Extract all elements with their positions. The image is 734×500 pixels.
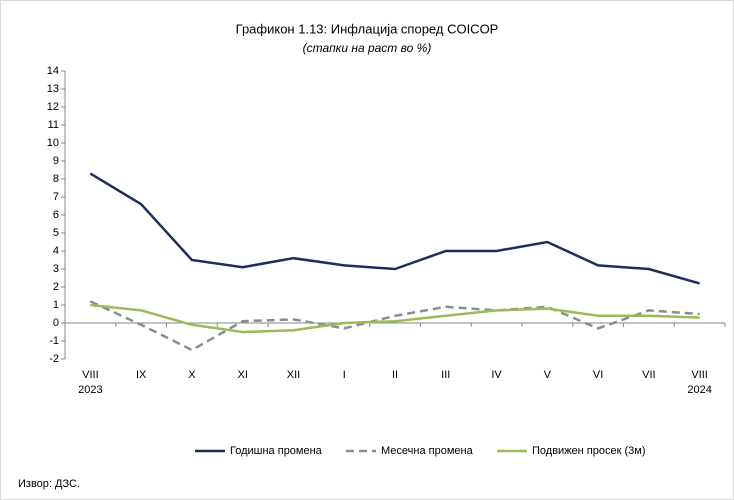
legend-label: Месечна промена	[381, 445, 474, 457]
x-tick-label: IV	[491, 369, 502, 381]
y-tick-label: 10	[47, 137, 59, 149]
legend-label: Подвижен просек (3м)	[532, 445, 645, 457]
chart-title: Графикон 1.13: Инфлација според COICOP	[236, 21, 499, 36]
x-tick-label: III	[441, 369, 450, 381]
x-tick-label: VIII 2023	[78, 369, 102, 396]
x-tick-label: V	[544, 369, 552, 381]
x-tick-label: IX	[136, 369, 147, 381]
series-line	[89, 172, 700, 285]
legend-label: Годишна промена	[230, 445, 323, 457]
y-tick-label: 5	[53, 227, 59, 239]
x-tick-label: VIII 2024	[687, 369, 711, 396]
y-tick-label: -2	[49, 353, 59, 365]
y-tick-label: 1	[53, 299, 59, 311]
y-tick-label: 3	[53, 263, 59, 275]
y-tick-label: 4	[53, 245, 59, 257]
source: Извор: ДЗС.	[18, 478, 80, 490]
x-tick-label: VI	[593, 369, 603, 381]
y-tick-label: 11	[48, 119, 59, 131]
x-tick-label: VII	[642, 369, 655, 381]
y-tick-label: 8	[53, 173, 59, 185]
chart-subtitle: (стапки на раст во %)	[303, 41, 432, 55]
y-tick-label: 9	[53, 155, 59, 167]
x-tick-label: II	[392, 369, 398, 381]
y-tick-label: -1	[49, 335, 59, 347]
series-line	[90, 303, 700, 334]
y-tick-label: 12	[47, 101, 59, 113]
series-line	[89, 300, 700, 352]
y-tick-label: 2	[53, 281, 59, 293]
x-tick-label: XI	[237, 369, 247, 381]
x-tick-label: XII	[287, 369, 300, 381]
y-tick-label: 14	[47, 65, 59, 77]
x-tick-label: X	[188, 369, 196, 381]
y-tick-label: 0	[53, 317, 59, 329]
x-tick-label: I	[343, 369, 346, 381]
y-tick-label: 6	[53, 209, 59, 221]
y-tick-label: 13	[47, 83, 59, 95]
y-tick-label: 7	[53, 191, 59, 203]
